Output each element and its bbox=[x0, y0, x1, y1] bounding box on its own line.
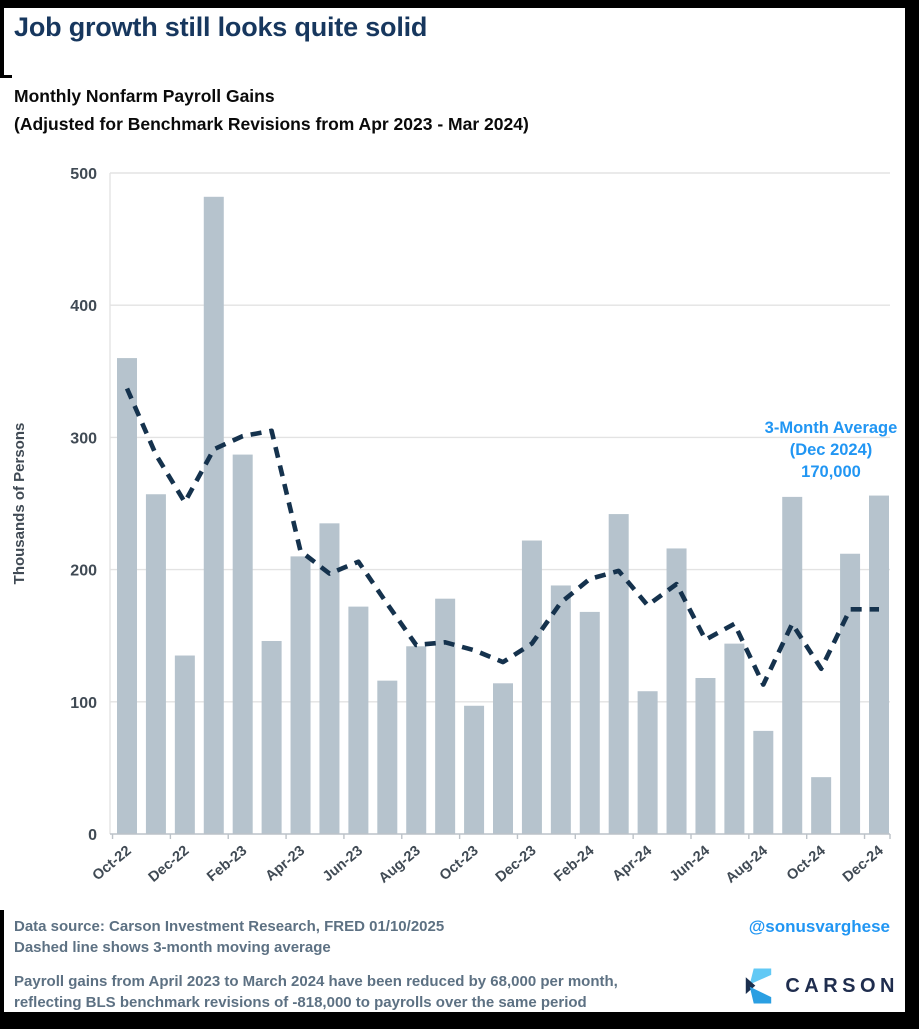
bar-Jul-23 bbox=[377, 680, 398, 834]
bar-Nov-23 bbox=[493, 683, 513, 834]
bar-Dec-24 bbox=[869, 495, 889, 834]
social-handle: @sonusvarghese bbox=[748, 917, 890, 936]
x-tick-label-Feb-23: Feb-23 bbox=[204, 843, 250, 885]
logo-triangle-left bbox=[746, 977, 756, 994]
bar-Oct-23 bbox=[464, 705, 485, 834]
x-tick-label-Aug-24: Aug-24 bbox=[723, 843, 771, 887]
carson-logo: CARSON bbox=[745, 964, 899, 1008]
carson-logo-text: CARSON bbox=[785, 974, 899, 997]
bar-Jun-24 bbox=[695, 678, 716, 834]
bar-Aug-24 bbox=[753, 730, 774, 834]
x-tick-label-Jun-24: Jun-24 bbox=[667, 843, 713, 885]
bar-Mar-24 bbox=[608, 514, 629, 834]
x-tick-label-Apr-23: Apr-23 bbox=[263, 843, 308, 885]
chart-subtitle: Monthly Nonfarm Payroll Gains (Adjusted … bbox=[14, 82, 874, 138]
benchmark-note-line2: reflecting BLS benchmark revisions of -8… bbox=[14, 994, 587, 1011]
bar-Nov-22 bbox=[145, 494, 166, 834]
bar-Nov-24 bbox=[840, 553, 861, 834]
bar-Aug-23 bbox=[406, 646, 427, 834]
title-left-border bbox=[0, 8, 4, 78]
x-tick-label-Dec-24: Dec-24 bbox=[840, 843, 887, 886]
y-tick-label-500: 500 bbox=[70, 166, 97, 183]
x-tick-label-Oct-23: Oct-23 bbox=[437, 843, 482, 884]
x-tick-label-Oct-22: Oct-22 bbox=[90, 843, 135, 884]
carson-logo-icon bbox=[746, 968, 772, 1004]
title-border-stub bbox=[0, 75, 12, 78]
x-tick-label-Feb-24: Feb-24 bbox=[551, 843, 597, 885]
bar-Apr-23 bbox=[290, 556, 311, 834]
y-axis-title: Thousands of Persons bbox=[11, 423, 28, 585]
annotation-line-3: 170,000 bbox=[801, 463, 861, 481]
y-tick-label-200: 200 bbox=[70, 563, 97, 580]
payroll-chart: 0 100 200 300 400 500 Thousands of Persons Oct-… bbox=[0, 140, 905, 910]
x-tick-label-Oct-24: Oct-24 bbox=[784, 843, 829, 884]
x-tick-label-Apr-24: Apr-24 bbox=[610, 843, 655, 885]
chart-subtitle-line1: Monthly Nonfarm Payroll Gains bbox=[14, 86, 275, 106]
bar-Sep-24 bbox=[782, 496, 803, 834]
x-tick-label-Dec-23: Dec-23 bbox=[493, 843, 540, 886]
bar-Dec-23 bbox=[521, 540, 542, 834]
data-source-line: Data source: Carson Investment Research,… bbox=[14, 918, 445, 935]
bar-May-24 bbox=[666, 548, 687, 834]
bar-Oct-22 bbox=[117, 358, 137, 834]
dashed-line-note: Dashed line shows 3-month moving average bbox=[14, 939, 331, 956]
bar-Sep-23 bbox=[435, 598, 456, 834]
page-title: Job growth still looks quite solid bbox=[14, 12, 428, 42]
bar-Mar-23 bbox=[261, 640, 282, 834]
bar-Jan-23 bbox=[203, 196, 224, 834]
payroll-chart-svg: 0 100 200 300 400 500 Thousands of Persons Oct-… bbox=[11, 166, 898, 887]
x-tick-label-Aug-23: Aug-23 bbox=[376, 843, 424, 887]
x-tick-label-Jun-23: Jun-23 bbox=[320, 843, 366, 885]
bar-Jan-24 bbox=[550, 585, 571, 834]
moving-average-line bbox=[124, 387, 879, 687]
bar-Jul-24 bbox=[724, 643, 745, 834]
bar-May-23 bbox=[319, 523, 340, 834]
logo-triangle-bottom bbox=[750, 986, 772, 1004]
x-tick-label-Dec-22: Dec-22 bbox=[146, 843, 193, 886]
y-tick-label-0: 0 bbox=[88, 827, 97, 844]
footer-left-border bbox=[0, 910, 4, 1012]
logo-triangle-top bbox=[750, 968, 772, 985]
annotation-line-2: (Dec 2024) bbox=[790, 441, 873, 459]
benchmark-note-line1: Payroll gains from April 2023 to March 2… bbox=[14, 973, 618, 990]
bar-Dec-22 bbox=[174, 655, 195, 834]
y-tick-label-100: 100 bbox=[70, 695, 97, 712]
chart-subtitle-line2: (Adjusted for Benchmark Revisions from A… bbox=[14, 114, 529, 134]
bar-Feb-24 bbox=[579, 611, 600, 834]
bar-Apr-24 bbox=[637, 691, 658, 834]
bar-Jun-23 bbox=[348, 606, 369, 834]
slide-canvas: Job growth still looks quite solid Month… bbox=[0, 8, 905, 1012]
annotation-line-1: 3-Month Average bbox=[765, 419, 898, 437]
y-tick-label-300: 300 bbox=[70, 430, 97, 447]
bar-Oct-24 bbox=[811, 777, 832, 834]
bar-Feb-23 bbox=[232, 454, 253, 834]
y-tick-label-400: 400 bbox=[70, 298, 97, 315]
